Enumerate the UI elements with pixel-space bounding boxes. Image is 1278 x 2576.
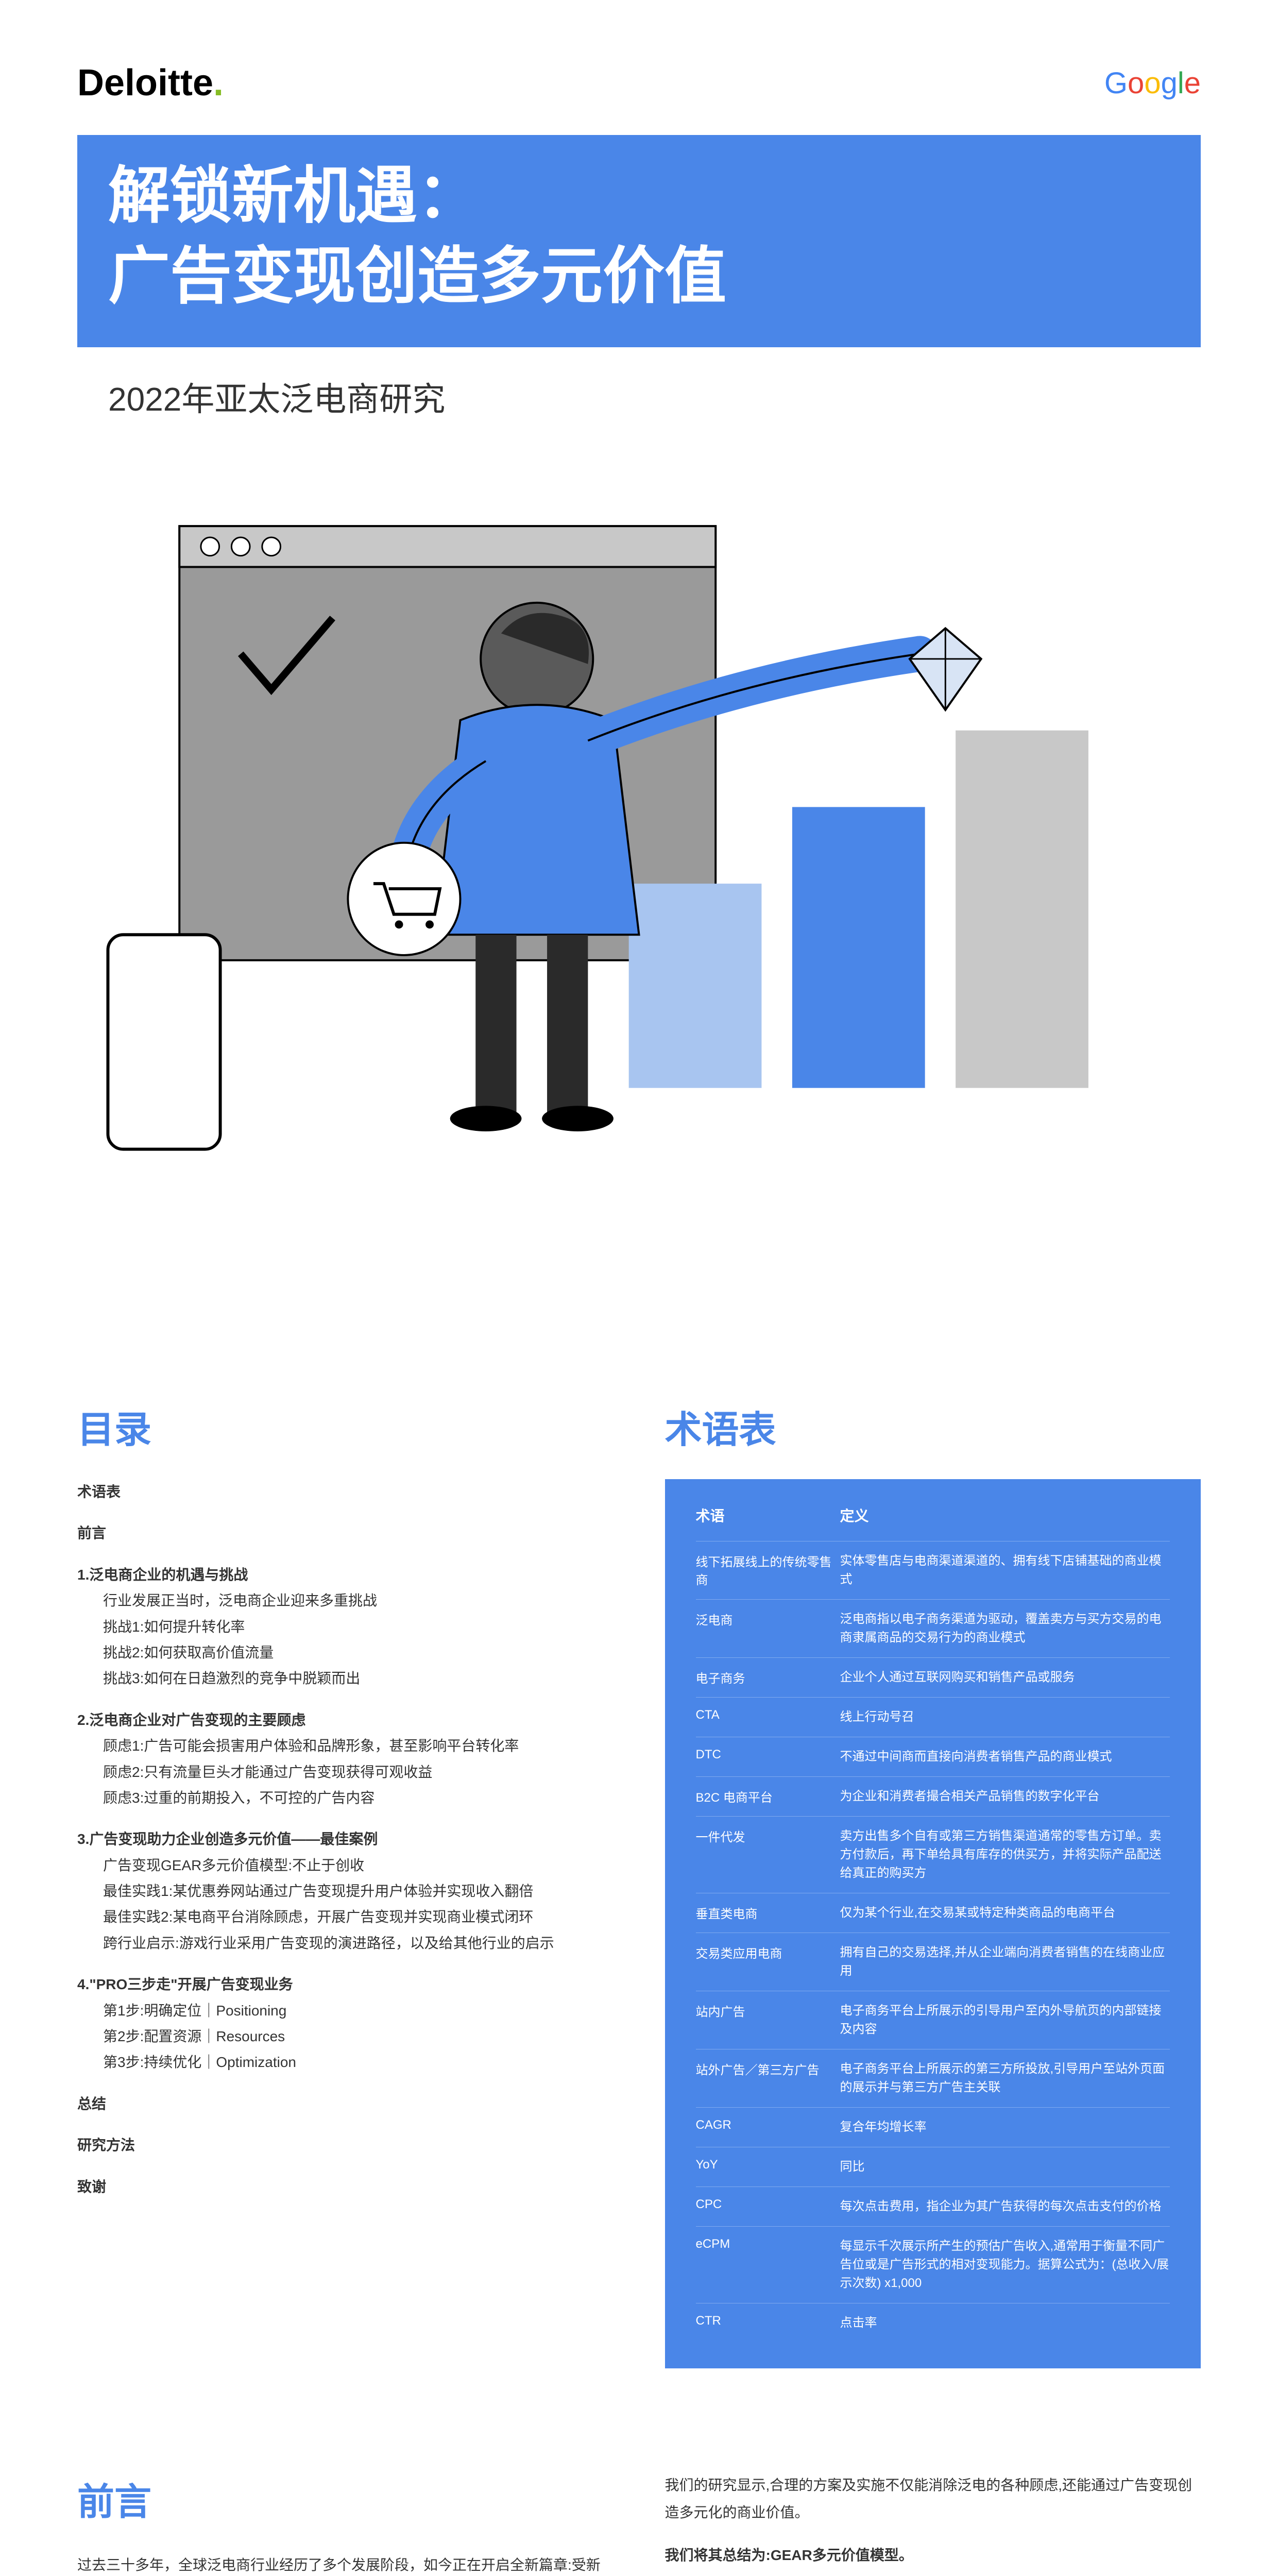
glossary-row: 线下拓展线上的传统零售商实体零售店与电商渠道渠道的、拥有线下店铺基础的商业模式 <box>696 1541 1170 1599</box>
toc-item: 顾虑3:过重的前期投入，不可控的广告内容 <box>103 1785 614 1811</box>
glossary-row: 泛电商泛电商指以电子商务渠道为驱动，覆盖卖方与买方交易的电商隶属商品的交易行为的… <box>696 1599 1170 1657</box>
glossary-term: CTA <box>696 1708 840 1726</box>
glossary-column: 术语表 术语 定义 线下拓展线上的传统零售商实体零售店与电商渠道渠道的、拥有线下… <box>665 1399 1201 2368</box>
toc-item: 跨行业启示:游戏行业采用广告变现的演进路径，以及给其他行业的启示 <box>103 1930 614 1956</box>
glossary-term: 交易类应用电商 <box>696 1943 840 1980</box>
deloitte-logo: Deloitte. <box>77 62 224 104</box>
glossary-term: CTR <box>696 2314 840 2332</box>
toc-item: 顾虑2:只有流量巨头才能通过广告变现获得可观收益 <box>103 1759 614 1785</box>
glossary-row: B2C 电商平台为企业和消费者撮合相关产品销售的数字化平台 <box>696 1776 1170 1816</box>
glossary-title: 术语表 <box>665 1399 1201 1453</box>
glossary-def: 卖方出售多个自有或第三方销售渠道通常的零售方订单。卖方付款后，再下单给具有库存的… <box>840 1827 1170 1883</box>
glossary-term: 一件代发 <box>696 1827 840 1883</box>
glossary-row: 交易类应用电商拥有自己的交易选择,并从企业端向消费者销售的在线商业应用 <box>696 1933 1170 1991</box>
glossary-def: 仅为某个行业,在交易某或特定种类商品的电商平台 <box>840 1904 1170 1922</box>
glossary-row: eCPM每显示千次展示所产生的预估广告收入,通常用于衡量不同广告位或是广告形式的… <box>696 2226 1170 2303</box>
toc-item: 挑战2:如何获取高价值流量 <box>103 1640 614 1666</box>
toc-item: 第1步:明确定位｜Positioning <box>103 1998 614 2024</box>
glossary-term: CAGR <box>696 2118 840 2137</box>
glossary-term: 线下拓展线上的传统零售商 <box>696 1552 840 1589</box>
glossary-term: B2C 电商平台 <box>696 1787 840 1806</box>
logo-row: Deloitte. Google <box>77 62 1201 104</box>
glossary-term: DTC <box>696 1748 840 1766</box>
glossary-def: 拥有自己的交易选择,并从企业端向消费者销售的在线商业应用 <box>840 1943 1170 1980</box>
title-line2: 广告变现创造多元价值 <box>108 236 1170 316</box>
toc-item: 研究方法 <box>77 2132 614 2158</box>
title-block: 解锁新机遇： 广告变现创造多元价值 <box>77 135 1201 347</box>
glossary-row: 电子商务企业个人通过互联网购买和销售产品或服务 <box>696 1657 1170 1697</box>
glossary-header-term: 术语 <box>696 1505 840 1526</box>
hero-illustration <box>77 472 1201 1193</box>
toc-item: 术语表 <box>77 1479 614 1505</box>
toc-title: 目录 <box>77 1399 614 1453</box>
glossary-term: 垂直类电商 <box>696 1904 840 1922</box>
glossary-row: DTC不通过中间商而直接向消费者销售产品的商业模式 <box>696 1737 1170 1776</box>
toc-item: 总结 <box>77 2091 614 2117</box>
glossary-row: CTA线上行动号召 <box>696 1697 1170 1737</box>
toc-list: 术语表前言 1.泛电商企业的机遇与挑战行业发展正当时，泛电商企业迎来多重挑战挑战1… <box>77 1479 614 2200</box>
glossary-term: CPC <box>696 2197 840 2216</box>
title-line1: 解锁新机遇： <box>108 156 1170 236</box>
glossary-def: 每显示千次展示所产生的预估广告收入,通常用于衡量不同广告位或是广告形式的相对变现… <box>840 2237 1170 2293</box>
glossary-def: 同比 <box>840 2158 1170 2176</box>
toc-item: 1.泛电商企业的机遇与挑战 <box>77 1562 614 1588</box>
glossary-def: 实体零售店与电商渠道渠道的、拥有线下店铺基础的商业模式 <box>840 1552 1170 1589</box>
glossary-def: 不通过中间商而直接向消费者销售产品的商业模式 <box>840 1748 1170 1766</box>
glossary-table: 术语 定义 线下拓展线上的传统零售商实体零售店与电商渠道渠道的、拥有线下店铺基础… <box>665 1479 1201 2368</box>
toc-item: 最佳实践2:某电商平台消除顾虑，开展广告变现并实现商业模式闭环 <box>103 1904 614 1930</box>
glossary-def: 泛电商指以电子商务渠道为驱动，覆盖卖方与买方交易的电商隶属商品的交易行为的商业模… <box>840 1610 1170 1647</box>
toc-item: 4."PRO三步走"开展广告变现业务 <box>77 1972 614 1997</box>
preface-right: 我们的研究显示,合理的方案及实施不仅能消除泛电的各种顾虑,还能通过广告变现创造多… <box>665 2471 1201 2576</box>
glossary-row: 站内广告电子商务平台上所展示的引导用户至内外导航页的内部链接及内容 <box>696 1991 1170 2049</box>
glossary-row: CPC每次点击费用，指企业为其广告获得的每次点击支付的价格 <box>696 2187 1170 2226</box>
glossary-def: 点击率 <box>840 2314 1170 2332</box>
toc-item: 致谢 <box>77 2174 614 2200</box>
glossary-def: 复合年均增长率 <box>840 2118 1170 2137</box>
glossary-row: YoY同比 <box>696 2147 1170 2187</box>
glossary-term: 站内广告 <box>696 2002 840 2039</box>
preface-right-paragraph: 我们的研究显示,合理的方案及实施不仅能消除泛电的各种顾虑,还能通过广告变现创造多… <box>665 2471 1201 2526</box>
glossary-term: 站外广告／第三方广告 <box>696 2060 840 2097</box>
toc-column: 目录 术语表前言 1.泛电商企业的机遇与挑战行业发展正当时，泛电商企业迎来多重挑战… <box>77 1399 614 2368</box>
preface-right-paragraph: 我们将其总结为:GEAR多元价值模型。 <box>665 2541 1201 2569</box>
toc-item: 顾虑1:广告可能会损害用户体验和品牌形象，甚至影响平台转化率 <box>103 1733 614 1759</box>
preface-left: 前言 过去三十多年，全球泛电商行业经历了多个发展阶段，如今正在开启全新篇章:受新… <box>77 2471 614 2576</box>
glossary-term: 电子商务 <box>696 1668 840 1687</box>
glossary-term: 泛电商 <box>696 1610 840 1647</box>
toc-item: 前言 <box>77 1520 614 1546</box>
toc-item: 广告变现GEAR多元价值模型:不止于创收 <box>103 1853 614 1878</box>
preface-paragraph: 过去三十多年，全球泛电商行业经历了多个发展阶段，如今正在开启全新篇章:受新冠疫情… <box>77 2551 614 2576</box>
toc-item: 行业发展正当时，泛电商企业迎来多重挑战 <box>103 1588 614 1614</box>
toc-item: 最佳实践1:某优惠券网站通过广告变现提升用户体验并实现收入翻倍 <box>103 1878 614 1904</box>
glossary-def: 电子商务平台上所展示的引导用户至内外导航页的内部链接及内容 <box>840 2002 1170 2039</box>
glossary-def: 每次点击费用，指企业为其广告获得的每次点击支付的价格 <box>840 2197 1170 2216</box>
glossary-def: 企业个人通过互联网购买和销售产品或服务 <box>840 1668 1170 1687</box>
glossary-term: eCPM <box>696 2237 840 2293</box>
subtitle: 2022年亚太泛电商研究 <box>108 373 1201 420</box>
toc-item: 挑战3:如何在日趋激烈的竞争中脱颖而出 <box>103 1666 614 1691</box>
toc-item: 3.广告变现助力企业创造多元价值——最佳案例 <box>77 1826 614 1852</box>
toc-item: 第3步:持续优化｜Optimization <box>103 2049 614 2075</box>
glossary-row: 站外广告／第三方广告电子商务平台上所展示的第三方所投放,引导用户至站外页面的展示… <box>696 2049 1170 2107</box>
google-logo: Google <box>1104 66 1201 100</box>
toc-item: 2.泛电商企业对广告变现的主要顾虑 <box>77 1707 614 1733</box>
toc-item: 挑战1:如何提升转化率 <box>103 1614 614 1640</box>
toc-item: 第2步:配置资源｜Resources <box>103 2024 614 2049</box>
preface-title: 前言 <box>77 2471 614 2526</box>
glossary-def: 线上行动号召 <box>840 1708 1170 1726</box>
glossary-def: 为企业和消费者撮合相关产品销售的数字化平台 <box>840 1787 1170 1806</box>
glossary-header-def: 定义 <box>840 1505 869 1526</box>
glossary-row: CTR点击率 <box>696 2303 1170 2343</box>
glossary-def: 电子商务平台上所展示的第三方所投放,引导用户至站外页面的展示并与第三方广告主关联 <box>840 2060 1170 2097</box>
glossary-row: CAGR复合年均增长率 <box>696 2107 1170 2147</box>
glossary-row: 垂直类电商仅为某个行业,在交易某或特定种类商品的电商平台 <box>696 1893 1170 1933</box>
glossary-term: YoY <box>696 2158 840 2176</box>
glossary-row: 一件代发卖方出售多个自有或第三方销售渠道通常的零售方订单。卖方付款后，再下单给具… <box>696 1816 1170 1893</box>
